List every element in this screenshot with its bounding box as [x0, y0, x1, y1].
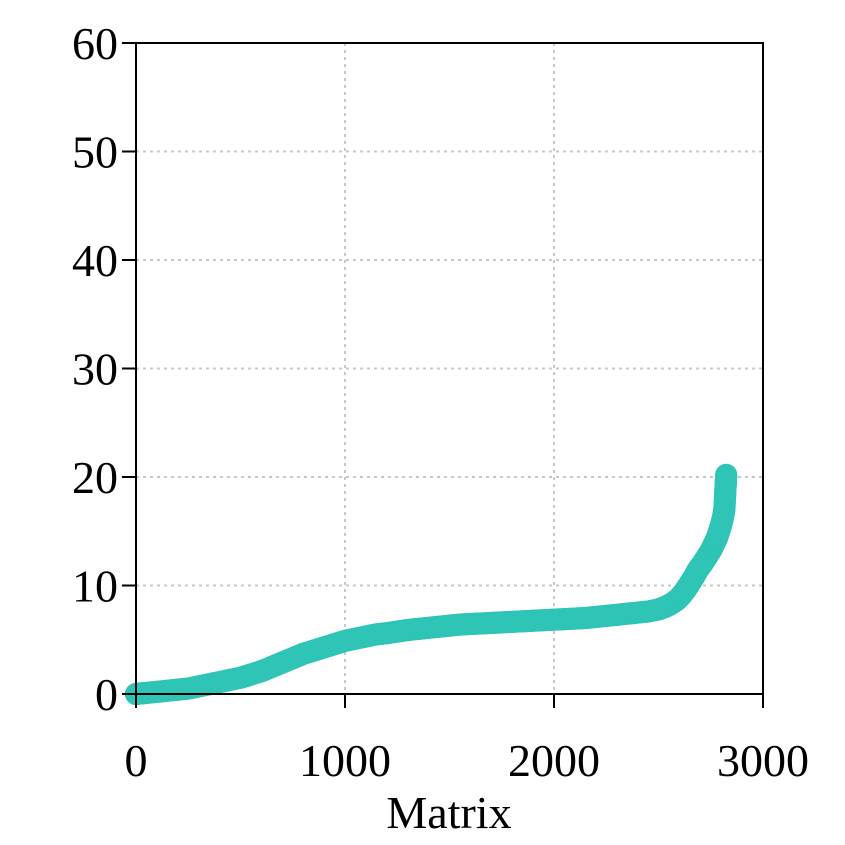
y-tick-label: 30: [72, 344, 118, 395]
tick-labels: 0 10 20 30 40 50 60 0 1000 2000 3000: [72, 18, 809, 786]
y-tick-label: 10: [72, 561, 118, 612]
axis-ticks: [122, 42, 764, 708]
data-point: [715, 463, 738, 486]
y-tick-label: 40: [72, 235, 118, 286]
x-tick-label: 3000: [717, 735, 809, 786]
x-tick-label: 2000: [508, 735, 600, 786]
data-points: [124, 463, 738, 706]
x-tick-label: 1000: [299, 735, 391, 786]
x-tick-label: 0: [125, 735, 148, 786]
x-axis-title: Matrix: [386, 787, 511, 838]
y-tick-label: 60: [72, 18, 118, 69]
y-tick-label: 20: [72, 452, 118, 503]
y-tick-label: 50: [72, 127, 118, 178]
y-tick-label: 0: [95, 669, 118, 720]
